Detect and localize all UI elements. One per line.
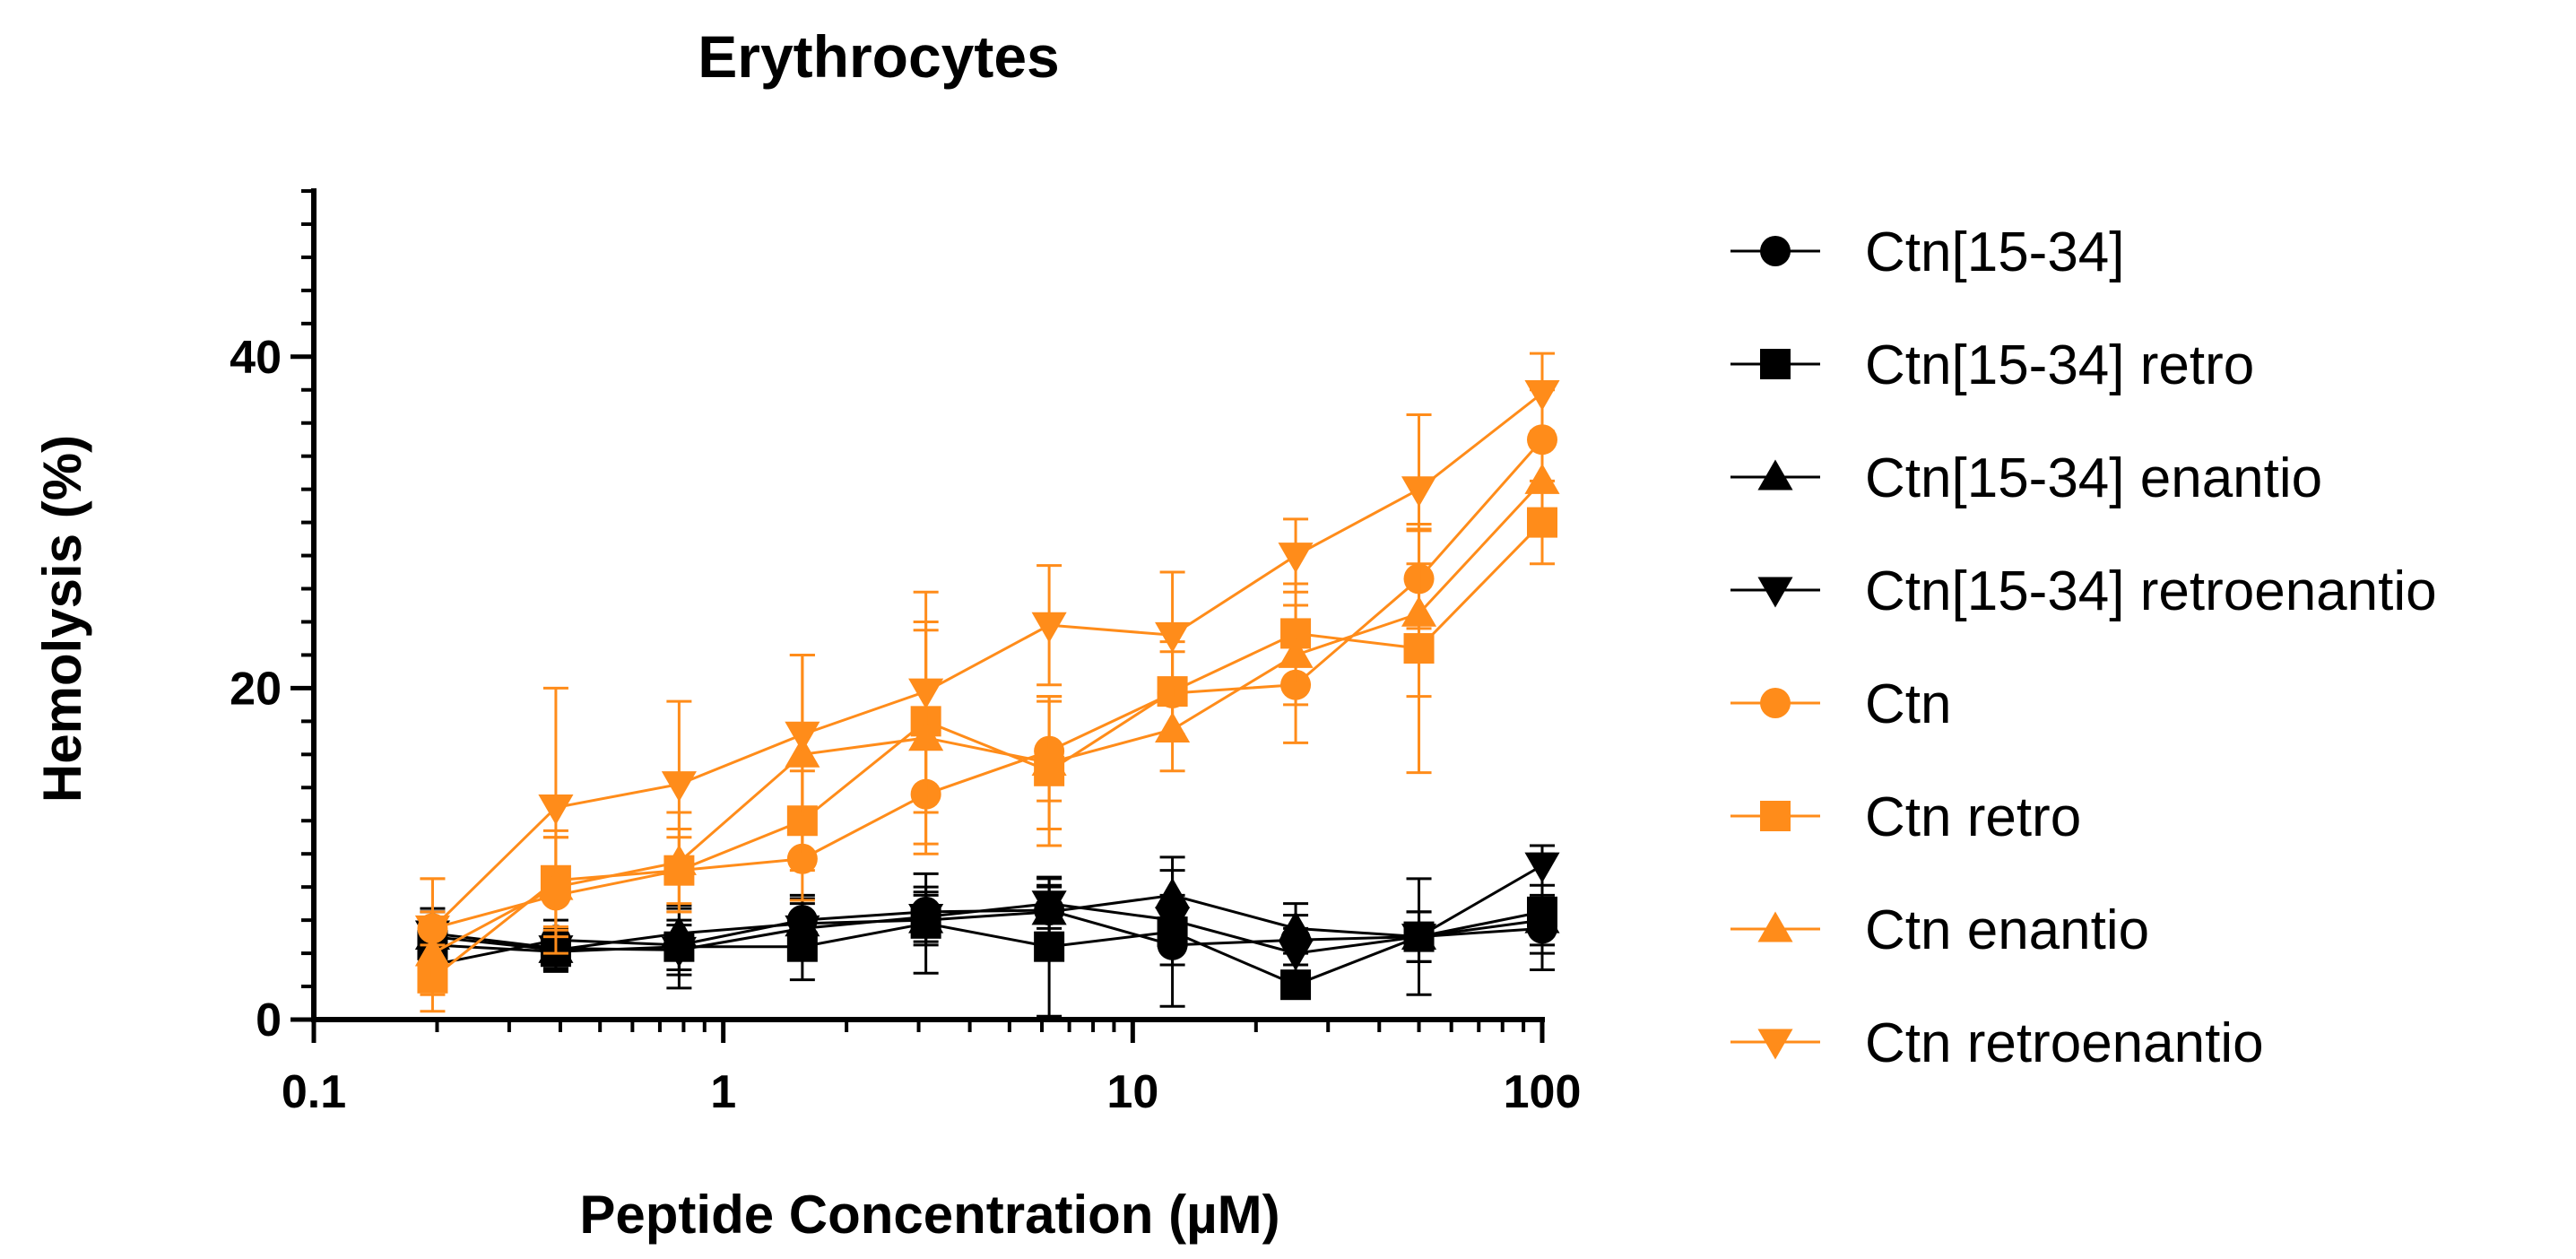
data-point bbox=[1401, 476, 1437, 508]
series-line bbox=[432, 438, 1544, 930]
data-point bbox=[1278, 910, 1314, 942]
data-point bbox=[1401, 924, 1437, 955]
legend-label: Ctn[15-34] retroenantio bbox=[1865, 560, 2437, 622]
data-point bbox=[1155, 712, 1191, 743]
plot-area bbox=[414, 352, 1560, 1018]
data-point bbox=[1524, 852, 1560, 883]
data-point bbox=[1524, 380, 1560, 412]
data-point bbox=[661, 936, 697, 968]
series-2 bbox=[414, 869, 1560, 972]
series-line bbox=[431, 392, 1543, 930]
series-5 bbox=[417, 479, 1557, 1013]
legend-marker bbox=[1757, 459, 1793, 491]
y-tick-label: 0 bbox=[256, 994, 282, 1046]
data-point bbox=[1155, 907, 1191, 938]
data-point bbox=[661, 771, 697, 803]
legend-marker bbox=[1757, 1029, 1793, 1060]
legend-entry: Ctn enantio bbox=[1730, 899, 2149, 961]
data-point bbox=[538, 794, 574, 826]
series-3 bbox=[414, 844, 1560, 980]
x-axis-label: Peptide Concentration (µM) bbox=[579, 1185, 1279, 1245]
series-line bbox=[432, 893, 1543, 951]
data-point bbox=[785, 915, 820, 946]
legend-marker bbox=[1760, 801, 1791, 831]
data-point bbox=[1278, 940, 1314, 971]
data-point bbox=[908, 678, 944, 709]
x-tick-label: 1 bbox=[710, 1066, 736, 1118]
series-0 bbox=[417, 883, 1557, 992]
y-axis-label: Hemolysis (%) bbox=[32, 435, 92, 803]
legend-marker bbox=[1760, 349, 1791, 379]
data-point bbox=[1278, 543, 1314, 574]
legend-entry: Ctn retro bbox=[1730, 786, 2081, 848]
legend-marker bbox=[1757, 577, 1793, 608]
data-point bbox=[1278, 637, 1314, 668]
legend-label: Ctn bbox=[1865, 673, 1951, 735]
axes: 0 20 40 0.1 1 10 100 bbox=[230, 188, 1582, 1118]
data-point bbox=[785, 721, 820, 752]
legend-entry: Ctn[15-34] retro bbox=[1730, 334, 2254, 396]
y-tick-label: 40 bbox=[230, 332, 282, 384]
legend-label: Ctn enantio bbox=[1865, 899, 2149, 961]
series-line bbox=[432, 908, 1543, 967]
legend-label: Ctn retro bbox=[1865, 786, 2081, 848]
legend-entry: Ctn bbox=[1730, 673, 1951, 735]
legend-entry: Ctn[15-34] retroenantio bbox=[1730, 560, 2437, 622]
data-point bbox=[1155, 621, 1191, 653]
legend-marker bbox=[1757, 911, 1793, 942]
legend-label: Ctn[15-34] retro bbox=[1865, 334, 2254, 396]
legend-entry: Ctn[15-34] enantio bbox=[1730, 447, 2322, 509]
chart-title: Erythrocytes bbox=[698, 23, 1060, 90]
data-point bbox=[414, 915, 450, 946]
legend: Ctn[15-34] Ctn[15-34] retro Ctn[15-34] ena… bbox=[1730, 221, 2437, 1074]
data-point bbox=[1401, 595, 1437, 627]
data-point bbox=[1031, 745, 1067, 777]
data-point bbox=[1524, 902, 1560, 933]
series-7 bbox=[414, 352, 1560, 980]
data-point bbox=[1524, 463, 1560, 494]
legend-marker bbox=[1760, 236, 1791, 266]
series-line bbox=[432, 864, 1543, 955]
legend-entry: Ctn retroenantio bbox=[1730, 1012, 2264, 1074]
x-tick-label: 0.1 bbox=[282, 1066, 346, 1118]
data-point bbox=[1031, 612, 1067, 643]
x-tick-label: 100 bbox=[1504, 1066, 1582, 1118]
legend-entry: Ctn[15-34] bbox=[1730, 221, 2125, 283]
series-line bbox=[431, 480, 1544, 955]
y-tick-label: 20 bbox=[230, 663, 282, 715]
series-4 bbox=[417, 388, 1557, 980]
x-tick-label: 10 bbox=[1106, 1066, 1158, 1118]
data-point bbox=[1155, 877, 1191, 908]
data-point bbox=[908, 903, 944, 934]
legend-marker bbox=[1760, 688, 1791, 718]
legend-label: Ctn retroenantio bbox=[1865, 1012, 2264, 1074]
legend-label: Ctn[15-34] enantio bbox=[1865, 447, 2322, 509]
legend-label: Ctn[15-34] bbox=[1865, 221, 2125, 283]
data-point bbox=[1031, 890, 1067, 922]
